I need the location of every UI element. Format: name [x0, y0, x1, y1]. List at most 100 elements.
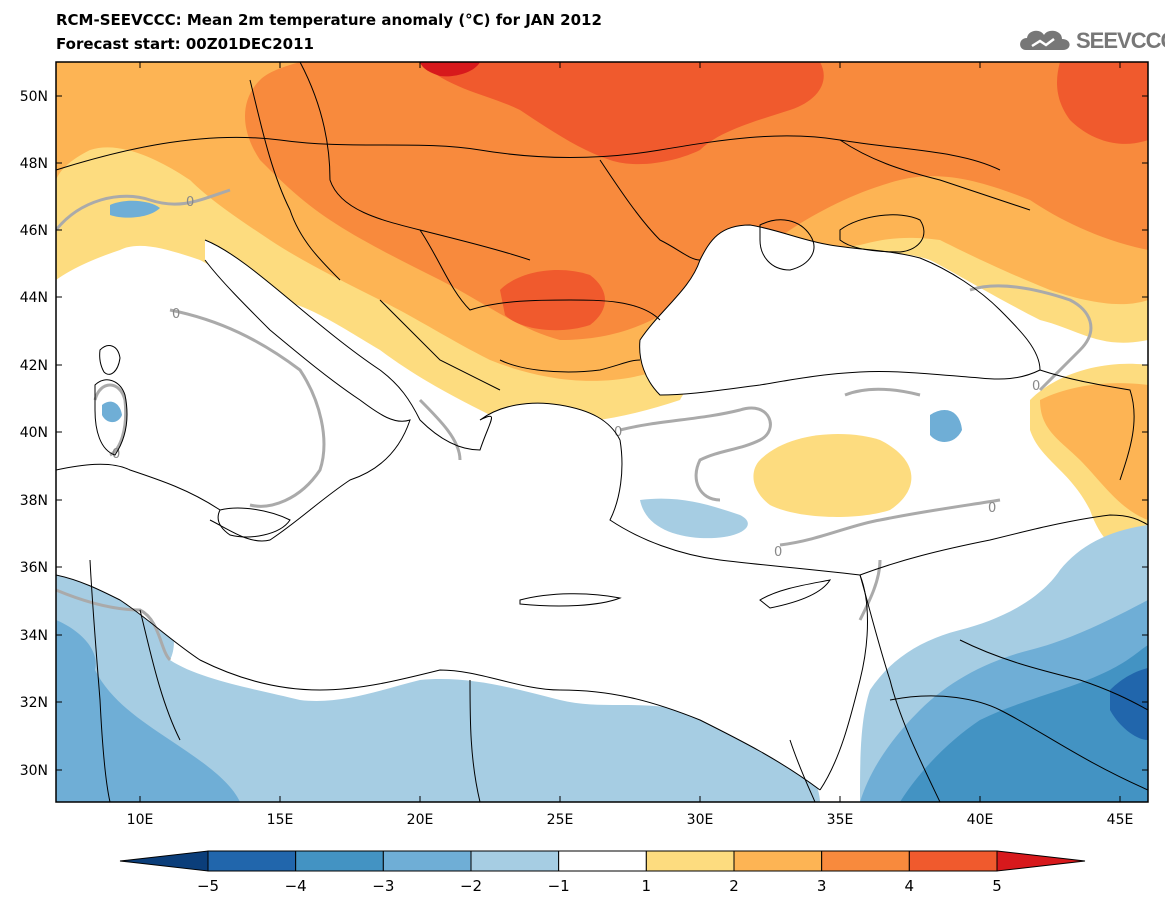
anomaly-field-gt5 — [420, 62, 480, 77]
border-syria-iraq — [959, 639, 1148, 711]
anomaly-field-4to5-ne — [1057, 62, 1148, 144]
lon-label: 30E — [687, 812, 714, 828]
colorbar: −5 −4 −3 −2 −1 1 2 3 4 5 — [119, 850, 1086, 895]
border-algeria-tunisia — [89, 559, 111, 802]
longitude-axis: 10E 15E 20E 25E 30E 35E 40E 45E — [127, 62, 1134, 828]
border-north-3 — [419, 229, 661, 321]
lat-label: 42N — [20, 358, 48, 374]
anomaly-field-m2-cold-spot-turkey — [930, 410, 962, 442]
colorbar-label: 4 — [905, 877, 915, 895]
border-egypt-sudan — [789, 739, 816, 802]
lat-label: 50N — [20, 89, 48, 105]
lon-label: 15E — [267, 812, 294, 828]
colorbar-label: −4 — [285, 877, 307, 895]
zero-contour-alps — [56, 188, 231, 231]
anomaly-field-4to5 — [420, 62, 824, 165]
lat-label: 46N — [20, 223, 48, 239]
lat-label: 44N — [20, 290, 48, 306]
colorbar-segment — [558, 850, 647, 872]
border-turkey-east — [859, 514, 1148, 576]
border-north-5 — [249, 79, 341, 281]
aegean-sea — [480, 403, 622, 526]
contour-label: 0 — [112, 447, 120, 462]
colorbar-label: −2 — [460, 877, 482, 895]
contour-label: 0 — [774, 545, 782, 560]
anomaly-field-2to3-east — [1040, 383, 1148, 520]
lat-label: 38N — [20, 493, 48, 509]
zero-contour-turkey — [619, 406, 772, 502]
colorbar-arrow-high — [996, 850, 1086, 872]
coastline-levant — [819, 574, 868, 791]
border-balkans-2 — [499, 359, 641, 373]
lat-label: 48N — [20, 156, 48, 172]
coastline-cyprus — [759, 579, 832, 609]
contour-label: 0 — [1032, 379, 1040, 394]
coastline-mediterranean — [56, 574, 821, 791]
lat-label: 30N — [20, 763, 48, 779]
seevccc-logo: SEEVCCC — [1018, 22, 1165, 56]
lon-label: 10E — [127, 812, 154, 828]
zero-contour-balkans — [418, 398, 462, 461]
coastline-north-africa — [56, 463, 221, 511]
lon-label: 25E — [547, 812, 574, 828]
coastline-balkans — [204, 239, 621, 451]
colorbar-label: −1 — [548, 877, 570, 895]
mediterranean-sea — [56, 439, 868, 790]
coastline-crimea — [759, 219, 815, 271]
border-north-4 — [599, 159, 701, 261]
contour-label: 0 — [172, 307, 180, 322]
border-jordan-saudi — [889, 695, 1148, 791]
map-title: RCM-SEEVCCC: Mean 2m temperature anomaly… — [56, 11, 602, 29]
lon-label: 40E — [967, 812, 994, 828]
colorbar-label: −3 — [372, 877, 394, 895]
anomaly-field-1to2-east — [753, 434, 912, 517]
forecast-start: Forecast start: 00Z01DEC2011 — [56, 35, 314, 53]
border-north-6 — [839, 139, 1031, 211]
colorbar-label: 3 — [817, 877, 827, 895]
anomaly-field-m2-cold-spot-sardinia — [102, 401, 122, 423]
colorbar-segment — [470, 850, 560, 872]
zero-contours — [56, 188, 1093, 662]
coastline-turkey — [609, 439, 861, 576]
anomaly-field-3to4 — [245, 62, 1148, 340]
coastline-italy — [204, 259, 411, 542]
coastline-crete — [519, 593, 622, 607]
lat-label: 32N — [20, 695, 48, 711]
zero-contour-turkey-south — [779, 498, 1001, 547]
border-north-2 — [299, 62, 531, 261]
lon-label: 45E — [1107, 812, 1134, 828]
coastlines-borders — [56, 62, 1148, 802]
colorbar-label: −5 — [197, 877, 219, 895]
colorbar-segment — [821, 850, 910, 872]
cloud-logo-icon — [1020, 30, 1070, 50]
colorbar-segment — [645, 850, 735, 872]
colorbar-segment — [908, 850, 998, 872]
border-tunisia-libya — [139, 609, 181, 741]
colorbar-segment — [733, 850, 823, 872]
contour-label: 0 — [614, 425, 622, 440]
coastline-sicily — [217, 507, 291, 538]
lon-label: 35E — [827, 812, 854, 828]
border-balkans-1 — [379, 299, 501, 391]
zero-contour-levant — [858, 559, 882, 621]
latitude-axis: 50N 48N 46N 44N 42N 40N 38N 36N 34N 32N … — [20, 89, 1148, 779]
coastline-azov-sea — [839, 214, 925, 253]
colorbar-label: 2 — [729, 877, 739, 895]
colorbar-label: 5 — [992, 877, 1002, 895]
colorbar-segment — [295, 850, 384, 872]
anomaly-field-m1tom2-sw — [56, 559, 820, 802]
lon-label: 20E — [407, 812, 434, 828]
colorbar-segment — [207, 850, 297, 872]
lat-label: 34N — [20, 628, 48, 644]
zero-contour-italy — [169, 308, 326, 508]
zero-contour-sardinia — [93, 383, 128, 457]
colorbar-segment — [382, 850, 472, 872]
anomaly-fields — [56, 62, 1148, 802]
lat-label: 36N — [20, 560, 48, 576]
contour-label: 0 — [988, 501, 996, 516]
anomaly-field-m1tom2-turkey — [640, 498, 748, 539]
zero-contour-africa — [56, 588, 172, 662]
coastline-black-sea — [639, 224, 1041, 396]
coastline-corsica — [99, 345, 121, 375]
